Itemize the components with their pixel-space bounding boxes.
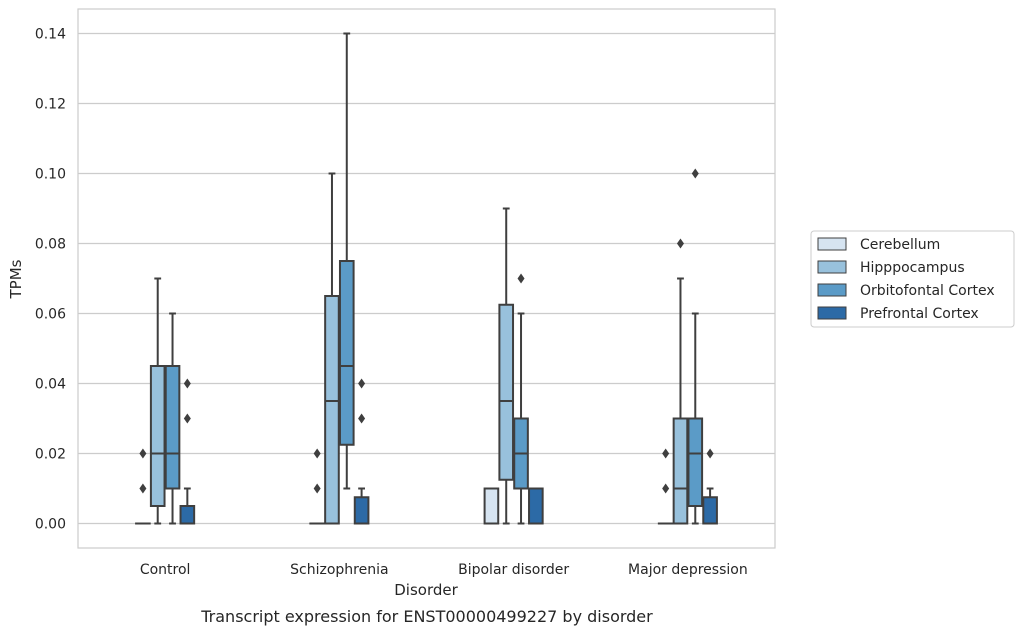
legend-label: Prefrontal Cortex bbox=[860, 306, 979, 322]
outlier-marker bbox=[139, 483, 147, 494]
outlier-marker bbox=[358, 413, 366, 424]
box-0-1 bbox=[309, 448, 325, 525]
y-axis-label: TPMs bbox=[7, 259, 25, 299]
box-0-2 bbox=[483, 487, 500, 525]
x-tick-label: Schizophrenia bbox=[290, 562, 388, 578]
y-axis-ticks: 0.00 0.02 0.04 0.06 0.08 0.10 0.12 0.14 bbox=[35, 27, 66, 533]
box-1-0 bbox=[149, 277, 166, 525]
box-body bbox=[164, 365, 181, 490]
outlier-marker bbox=[183, 378, 191, 389]
outlier-marker bbox=[662, 483, 670, 494]
y-tick-label: 0.14 bbox=[35, 27, 66, 43]
x-axis-label: Disorder bbox=[394, 581, 458, 599]
box-3-0 bbox=[179, 378, 196, 525]
y-tick-label: 0.08 bbox=[35, 237, 66, 253]
grid-lines bbox=[78, 32, 775, 525]
box-body bbox=[353, 496, 370, 525]
plot-background bbox=[78, 9, 775, 548]
y-tick-label: 0.02 bbox=[35, 447, 66, 463]
x-tick-label: Control bbox=[140, 562, 191, 578]
x-tick-label: Major depression bbox=[628, 562, 748, 578]
box-body bbox=[483, 487, 500, 525]
y-tick-label: 0.12 bbox=[35, 97, 66, 113]
box-3-2 bbox=[528, 487, 544, 525]
outlier-marker bbox=[139, 448, 147, 459]
box-2-3 bbox=[687, 168, 704, 525]
legend-swatch bbox=[817, 260, 847, 274]
y-tick-label: 0.06 bbox=[35, 307, 66, 323]
legend-label: Hipppocampus bbox=[860, 260, 965, 276]
box-body bbox=[672, 417, 689, 525]
outlier-marker bbox=[706, 448, 714, 459]
box-body bbox=[528, 487, 544, 525]
box-2-2 bbox=[513, 273, 529, 525]
chart-caption: Transcript expression for ENST0000049922… bbox=[200, 607, 653, 626]
box-body bbox=[702, 496, 718, 525]
box-3-1 bbox=[353, 378, 370, 525]
y-tick-label: 0.00 bbox=[35, 517, 66, 533]
plot-frame bbox=[77, 8, 776, 549]
box-1-2 bbox=[498, 207, 515, 525]
outlier-marker bbox=[313, 448, 321, 459]
box-1-1 bbox=[324, 172, 340, 525]
outlier-marker bbox=[313, 483, 321, 494]
x-axis-ticks: Control Schizophrenia Bipolar disorder Majo… bbox=[140, 562, 748, 578]
box-0-3 bbox=[657, 448, 674, 525]
legend: Cerebellum Hipppocampus Orbitofontal Corte… bbox=[810, 230, 1015, 328]
box-groups bbox=[135, 32, 718, 525]
outlier-marker bbox=[662, 448, 670, 459]
y-tick-label: 0.10 bbox=[35, 167, 66, 183]
box-body bbox=[338, 260, 355, 446]
box-3-3 bbox=[702, 448, 718, 525]
outlier-marker bbox=[183, 413, 191, 424]
box-2-1 bbox=[338, 32, 355, 490]
outlier-marker bbox=[676, 238, 684, 249]
box-body bbox=[179, 505, 196, 525]
legend-label: Cerebellum bbox=[860, 237, 940, 253]
box-1-3 bbox=[672, 238, 689, 525]
box-body bbox=[498, 303, 515, 481]
box-2-0 bbox=[164, 312, 181, 525]
box-body bbox=[149, 365, 166, 507]
legend-label: Orbitofontal Cortex bbox=[860, 283, 995, 299]
legend-frame bbox=[810, 230, 1015, 328]
legend-swatch bbox=[817, 283, 847, 297]
box-body bbox=[687, 417, 704, 507]
outlier-marker bbox=[517, 273, 525, 284]
legend-swatch bbox=[817, 306, 847, 320]
x-tick-label: Bipolar disorder bbox=[458, 562, 569, 578]
outlier-marker bbox=[358, 378, 366, 389]
y-tick-label: 0.04 bbox=[35, 377, 66, 393]
box-0-0 bbox=[135, 448, 151, 525]
outlier-marker bbox=[691, 168, 699, 179]
legend-swatch bbox=[817, 237, 847, 251]
box-body bbox=[324, 295, 340, 525]
